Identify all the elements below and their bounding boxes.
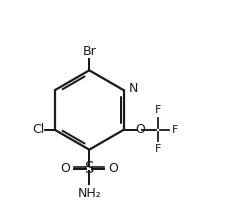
Text: S: S [84, 161, 93, 176]
Text: O: O [60, 162, 70, 175]
Text: F: F [154, 144, 161, 154]
Text: Br: Br [82, 45, 96, 58]
Text: NH₂: NH₂ [77, 187, 101, 200]
Text: F: F [172, 125, 178, 135]
Text: Cl: Cl [32, 123, 44, 136]
Text: O: O [108, 162, 117, 175]
Text: N: N [128, 82, 137, 95]
Text: F: F [154, 105, 161, 116]
Text: O: O [134, 123, 144, 136]
